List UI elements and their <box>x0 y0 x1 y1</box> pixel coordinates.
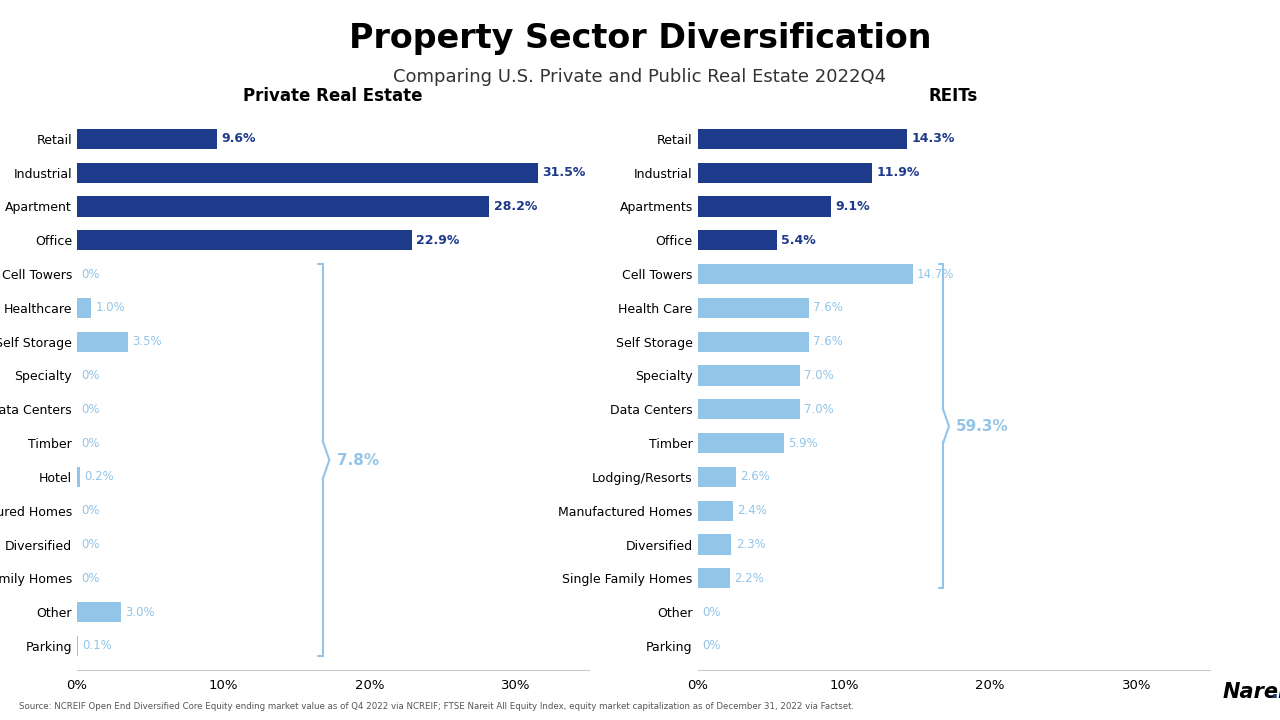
Text: 9.1%: 9.1% <box>835 200 869 213</box>
Text: 7.0%: 7.0% <box>804 369 835 382</box>
Text: 2.4%: 2.4% <box>737 504 767 517</box>
Bar <box>698 568 730 588</box>
Bar <box>698 399 800 420</box>
Bar <box>698 433 783 454</box>
Text: 0.2%: 0.2% <box>84 470 114 483</box>
Bar <box>698 298 809 318</box>
Text: 22.9%: 22.9% <box>416 234 460 247</box>
Bar <box>698 467 736 487</box>
Text: 7.8%: 7.8% <box>337 452 379 467</box>
Bar <box>77 230 412 251</box>
Text: 7.6%: 7.6% <box>813 336 844 348</box>
Text: 5.4%: 5.4% <box>781 234 815 247</box>
Bar <box>698 365 800 386</box>
Bar <box>698 230 777 251</box>
Text: 11.9%: 11.9% <box>876 166 919 179</box>
Bar <box>77 467 79 487</box>
Text: 0%: 0% <box>81 402 100 416</box>
Text: 5.9%: 5.9% <box>788 436 818 449</box>
Bar <box>698 534 731 554</box>
Text: 9.6%: 9.6% <box>221 132 256 145</box>
Text: 0%: 0% <box>81 436 100 449</box>
Bar <box>77 298 91 318</box>
Text: 0%: 0% <box>701 606 721 618</box>
Text: 0%: 0% <box>81 538 100 551</box>
Text: 28.2%: 28.2% <box>494 200 538 213</box>
Bar <box>77 636 78 656</box>
Bar <box>77 602 120 622</box>
Bar <box>698 331 809 352</box>
Bar <box>698 264 913 284</box>
Bar <box>698 129 906 149</box>
Text: Source: NCREIF Open End Diversified Core Equity ending market value as of Q4 202: Source: NCREIF Open End Diversified Core… <box>19 703 854 711</box>
Text: 1.0%: 1.0% <box>96 302 125 315</box>
Text: 0.1%: 0.1% <box>83 639 113 652</box>
Text: 7.6%: 7.6% <box>813 302 844 315</box>
Bar <box>77 331 128 352</box>
Text: 0%: 0% <box>701 639 721 652</box>
Bar <box>77 163 538 183</box>
Text: 14.7%: 14.7% <box>916 268 955 281</box>
Text: Property Sector Diversification: Property Sector Diversification <box>348 22 932 55</box>
Text: Nareit: Nareit <box>1222 682 1280 702</box>
Text: 14.3%: 14.3% <box>911 132 955 145</box>
Text: 0%: 0% <box>81 369 100 382</box>
Bar <box>698 163 872 183</box>
Text: .: . <box>1271 682 1279 702</box>
Text: 0%: 0% <box>81 268 100 281</box>
Text: 59.3%: 59.3% <box>956 419 1009 433</box>
Text: 2.3%: 2.3% <box>736 538 765 551</box>
Text: 3.0%: 3.0% <box>125 606 155 618</box>
Bar <box>698 197 831 217</box>
Text: 0%: 0% <box>81 572 100 585</box>
Bar <box>77 129 218 149</box>
Text: 2.2%: 2.2% <box>735 572 764 585</box>
Text: 31.5%: 31.5% <box>541 166 585 179</box>
Text: 3.5%: 3.5% <box>132 336 163 348</box>
Text: 7.0%: 7.0% <box>804 402 835 416</box>
Title: REITs: REITs <box>929 87 978 105</box>
Bar <box>77 197 489 217</box>
Title: Private Real Estate: Private Real Estate <box>243 87 422 105</box>
Text: Comparing U.S. Private and Public Real Estate 2022Q4: Comparing U.S. Private and Public Real E… <box>393 68 887 86</box>
Text: 2.6%: 2.6% <box>740 470 769 483</box>
Text: 0%: 0% <box>81 504 100 517</box>
Bar <box>698 500 732 521</box>
